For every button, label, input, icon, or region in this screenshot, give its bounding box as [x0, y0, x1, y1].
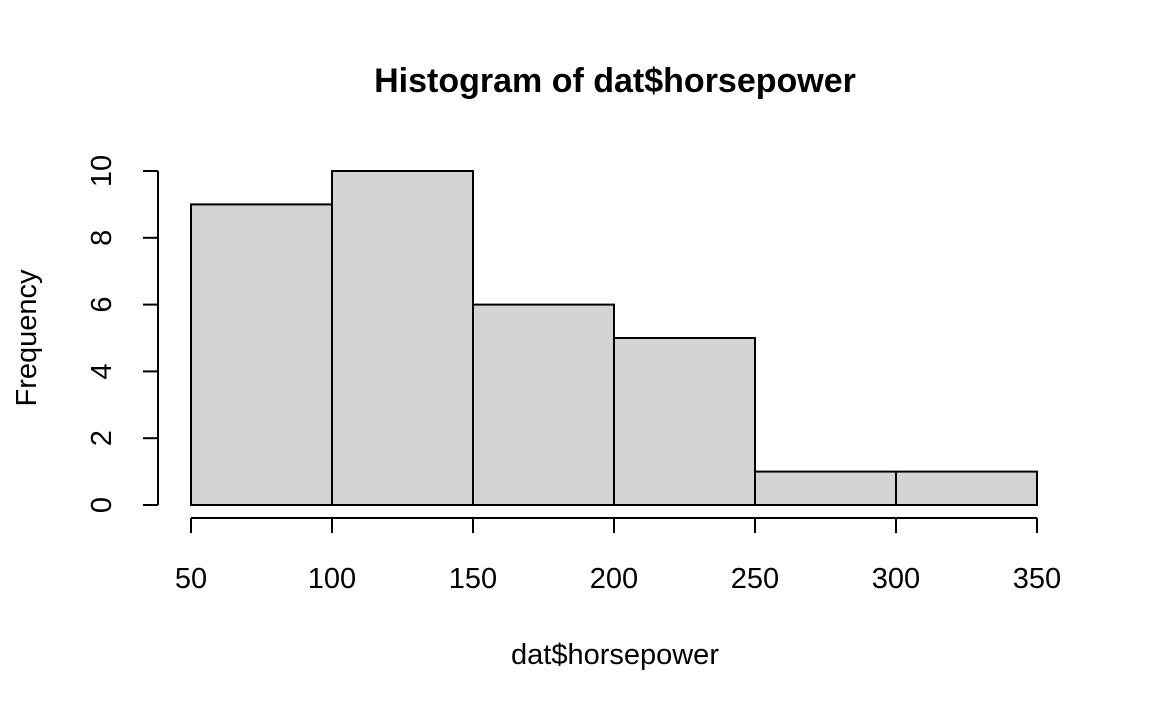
histogram-bar-300-350 [895, 470, 1038, 507]
y-tick-label-4: 4 [86, 363, 118, 379]
histogram-bar-100-150 [331, 170, 474, 506]
histogram-bar-250-300 [754, 470, 897, 507]
chart-title: Histogram of dat$horsepower [374, 62, 856, 100]
y-axis-label: Frequency [11, 269, 43, 407]
y-tick-label-10: 10 [86, 155, 118, 187]
x-tick-label-300: 300 [872, 563, 920, 595]
y-tick-label-6: 6 [86, 297, 118, 313]
x-tick-label-150: 150 [449, 563, 497, 595]
histogram-bar-150-200 [472, 303, 615, 506]
y-tick-label-8: 8 [86, 230, 118, 246]
histogram-bar-50-100 [190, 203, 333, 506]
bars-layer [190, 170, 1038, 507]
y-axis: 0 2 4 6 8 10 [86, 155, 159, 513]
x-tick-label-350: 350 [1013, 563, 1061, 595]
x-tick-label-50: 50 [175, 563, 207, 595]
y-tick-label-2: 2 [86, 430, 118, 446]
x-tick-label-200: 200 [590, 563, 638, 595]
x-axis: 50 100 150 200 250 300 350 [175, 517, 1061, 595]
x-axis-label: dat$horsepower [511, 639, 719, 671]
x-tick-label-100: 100 [308, 563, 356, 595]
y-tick-label-0: 0 [86, 497, 118, 513]
x-tick-label-250: 250 [731, 563, 779, 595]
histogram-bar-200-250 [613, 337, 756, 506]
